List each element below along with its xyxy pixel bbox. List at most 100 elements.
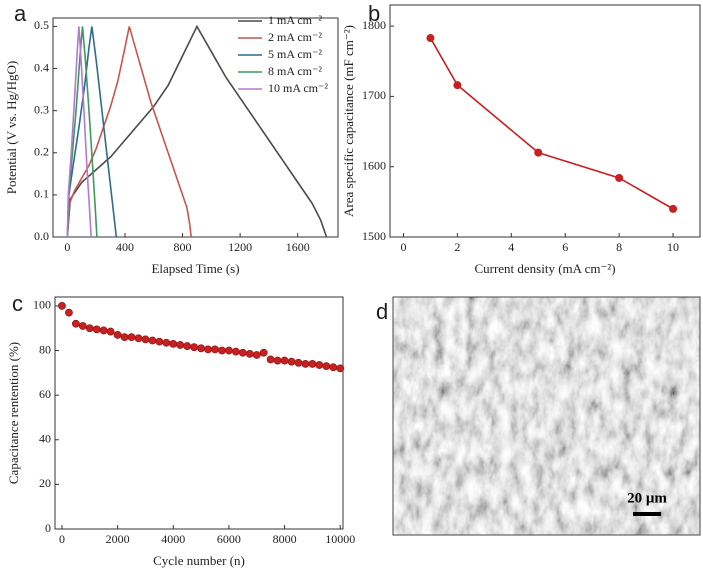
- point: [120, 333, 129, 342]
- x-tick-label: 0: [64, 240, 70, 254]
- point: [426, 34, 435, 43]
- scale-bar-label: 20 μm: [627, 490, 667, 506]
- x-tick-label: 4000: [161, 532, 185, 546]
- point: [669, 204, 678, 213]
- point: [183, 342, 192, 350]
- point: [58, 302, 66, 310]
- point: [534, 148, 543, 157]
- panel-label: d: [376, 299, 388, 324]
- scale-bar: [633, 512, 661, 516]
- plot-frame: [52, 17, 339, 238]
- y-tick-label: 0.1: [34, 187, 49, 201]
- point: [127, 333, 136, 342]
- legend-label: 1 mA cm⁻²: [268, 13, 322, 27]
- legend-label: 8 mA cm⁻²: [268, 64, 322, 78]
- point: [176, 341, 185, 349]
- point: [65, 308, 73, 317]
- plot-frame: [54, 296, 344, 530]
- x-tick-label: 400: [116, 240, 134, 254]
- y-tick-label: 40: [39, 432, 51, 446]
- y-tick-label: 20: [39, 476, 51, 490]
- x-tick-label: 2000: [106, 532, 130, 546]
- y-tick-label: 1700: [362, 88, 386, 102]
- plot-frame: [389, 4, 701, 238]
- point: [169, 339, 178, 348]
- point: [78, 322, 87, 330]
- series-line: [66, 26, 92, 238]
- legend-label: 2 mA cm⁻²: [268, 30, 322, 44]
- sem-image: [392, 296, 701, 536]
- y-tick-label: 80: [39, 342, 51, 356]
- y-tick-label: 0.4: [34, 60, 49, 74]
- point: [204, 345, 212, 354]
- legend-label: 5 mA cm⁻²: [268, 47, 322, 61]
- point: [245, 349, 254, 358]
- x-tick-label: 6: [562, 240, 568, 254]
- point: [141, 335, 150, 344]
- y-tick-label: 1800: [362, 18, 386, 32]
- point: [218, 346, 226, 355]
- y-tick-label: 0: [45, 521, 51, 535]
- series-line: [66, 26, 118, 238]
- x-tick-label: 2: [454, 240, 460, 254]
- point: [273, 356, 282, 365]
- point: [615, 173, 624, 182]
- point: [71, 319, 80, 328]
- point: [294, 358, 303, 367]
- point: [148, 336, 157, 345]
- panel-label: b: [368, 1, 380, 26]
- y-tick-label: 0.5: [34, 18, 49, 32]
- x-tick-label: 800: [174, 240, 192, 254]
- point: [155, 337, 164, 346]
- panel-label: a: [14, 1, 27, 26]
- x-axis-label: Elapsed Time (s): [151, 261, 239, 276]
- point: [231, 347, 240, 356]
- point: [134, 334, 143, 343]
- y-tick-label: 0.0: [34, 229, 49, 243]
- point: [308, 360, 317, 368]
- point: [336, 364, 345, 373]
- point: [190, 343, 199, 352]
- x-tick-label: 0: [59, 532, 65, 546]
- point: [453, 81, 462, 90]
- point: [315, 361, 324, 369]
- legend-label: 10 mA cm⁻²: [268, 81, 328, 95]
- point: [322, 362, 331, 371]
- x-axis-label: Current density (mA cm⁻²): [474, 261, 615, 276]
- point: [259, 348, 268, 357]
- x-tick-label: 4: [508, 240, 514, 254]
- point: [329, 363, 338, 372]
- panel-label: c: [12, 291, 23, 316]
- x-tick-label: 8: [616, 240, 622, 254]
- point: [287, 357, 296, 366]
- x-tick-label: 10: [667, 240, 679, 254]
- point: [301, 360, 310, 368]
- series-line: [66, 24, 328, 238]
- y-tick-label: 60: [39, 387, 51, 401]
- y-axis-label: Area specific capacitance (mF cm⁻²): [341, 25, 356, 217]
- y-tick-label: 1600: [362, 158, 386, 172]
- x-tick-label: 0: [400, 240, 406, 254]
- point: [225, 346, 233, 355]
- series-line: [66, 26, 192, 238]
- series-line: [429, 37, 674, 210]
- x-tick-label: 1200: [228, 240, 252, 254]
- x-tick-label: 1600: [286, 240, 310, 254]
- x-tick-label: 10000: [325, 532, 355, 546]
- point: [266, 355, 275, 364]
- point: [252, 351, 261, 359]
- point: [106, 327, 115, 336]
- point: [162, 338, 171, 347]
- x-tick-label: 8000: [273, 532, 297, 546]
- y-tick-label: 100: [33, 298, 51, 312]
- y-tick-label: 0.2: [34, 145, 49, 159]
- point: [85, 324, 94, 333]
- y-tick-label: 0.3: [34, 102, 49, 116]
- x-axis-label: Cycle number (n): [153, 553, 245, 568]
- point: [99, 326, 108, 335]
- y-axis-label: Potential (V vs. Hg/HgO): [4, 61, 19, 194]
- point: [92, 325, 101, 334]
- x-tick-label: 6000: [217, 532, 241, 546]
- y-tick-label: 1500: [362, 229, 386, 243]
